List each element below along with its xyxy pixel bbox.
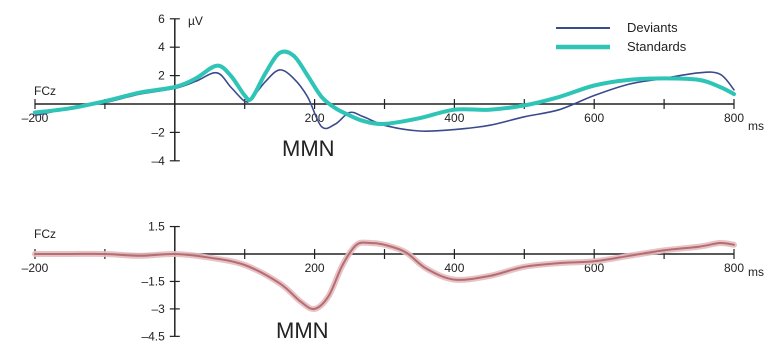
top-series-line-standards — [33, 49, 736, 126]
legend-label-deviants: Deviants — [627, 20, 678, 35]
bottom-y-tick-label: –1.5 — [141, 274, 165, 288]
top-series-lines — [33, 49, 736, 133]
top-series-line-deviants — [34, 69, 735, 133]
top-y-tick-label: –4 — [151, 154, 165, 168]
bottom-x-tick-label: 400 — [444, 261, 464, 275]
top-x-tick-label: 800 — [724, 111, 744, 125]
top-x-tick-label: 400 — [444, 111, 464, 125]
bottom-y-tick-label: –3 — [151, 302, 165, 316]
bottom-x-tick-label: 200 — [305, 261, 325, 275]
top-x-tick-label: 200 — [305, 111, 325, 125]
bottom-series-line-0 — [34, 241, 735, 311]
bottom-x-unit: ms — [748, 265, 764, 279]
bottom-panel: FCz MMN ms –200 200 400 600 800–4.5–3–1.51.5 — [22, 220, 764, 344]
top-y-tick-label: 2 — [158, 69, 165, 83]
top-y-tick-label: –2 — [151, 125, 165, 139]
legend-label-standards: Standards — [627, 39, 687, 54]
bottom-y-tick-label: 1.5 — [148, 220, 165, 234]
top-x-tick-label: 600 — [584, 111, 604, 125]
top-unit-label: µV — [188, 14, 203, 28]
legend: Deviants Standards — [556, 20, 687, 54]
bottom-series-lines — [32, 239, 737, 313]
top-mmn-annotation: MMN — [282, 136, 335, 161]
bottom-channel-label: FCz — [34, 227, 56, 241]
top-channel-label: FCz — [34, 84, 56, 98]
top-y-tick-label: 4 — [158, 40, 165, 54]
bottom-y-tick-label: –4.5 — [141, 329, 165, 343]
bottom-axes: –200 200 400 600 800–4.5–3–1.51.5 — [22, 220, 745, 344]
top-x-unit: ms — [748, 119, 764, 133]
top-y-tick-label: 6 — [158, 12, 165, 26]
bottom-x-tick-label: –200 — [22, 261, 49, 275]
bottom-mmn-annotation: MMN — [276, 318, 329, 343]
bottom-x-tick-label: 800 — [724, 261, 744, 275]
